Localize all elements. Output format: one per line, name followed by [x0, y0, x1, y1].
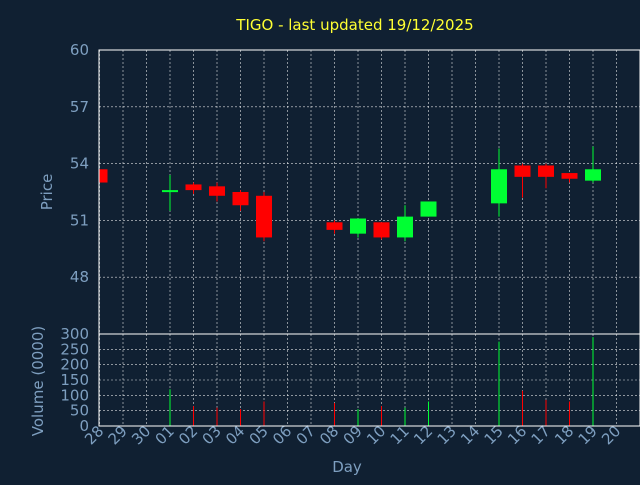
volume-axis-label: Volume (0000) [29, 326, 47, 436]
candlestick-series [99, 146, 601, 242]
candle-body [491, 169, 507, 204]
price-axis-label: Price [38, 174, 56, 211]
price-tick-labels: 48 51 54 57 60 [70, 41, 89, 286]
x-axis-label: Day [332, 458, 362, 476]
volume-tick-label: 150 [60, 371, 89, 389]
volume-tick-label: 300 [60, 325, 89, 343]
volume-tick-label: 50 [70, 402, 89, 420]
volume-tick-label: 100 [60, 386, 89, 404]
price-panel-frame [98, 49, 640, 335]
candle-body [561, 173, 578, 179]
price-tick-label: 54 [70, 155, 89, 173]
price-tick-label: 57 [70, 98, 89, 116]
candle-body [420, 201, 437, 217]
candle-body [373, 222, 390, 238]
volume-series [169, 337, 594, 426]
candle-body [256, 195, 272, 238]
volume-tick-label: 250 [60, 340, 89, 358]
candle-body [538, 165, 554, 177]
price-tick-label: 51 [70, 211, 89, 229]
candle-body [209, 186, 225, 196]
candle-body [514, 165, 531, 177]
candle-body [326, 222, 343, 230]
candle-body [100, 169, 108, 183]
candle-body [185, 184, 202, 191]
candle-body [397, 216, 413, 238]
price-tick-label: 60 [70, 41, 89, 59]
volume-tick-label: 200 [60, 356, 89, 374]
candle-body [162, 190, 178, 193]
price-tick-label: 48 [70, 268, 89, 286]
volume-gridlines [99, 333, 640, 427]
volume-panel-frame [98, 333, 640, 427]
price-gridlines [99, 49, 640, 334]
candle-body [350, 218, 366, 234]
chart-title: TIGO - last updated 19/12/2025 [235, 16, 473, 34]
candle-body [232, 192, 249, 206]
volume-tick-label: 0 [79, 417, 89, 435]
candle-body [585, 169, 601, 181]
